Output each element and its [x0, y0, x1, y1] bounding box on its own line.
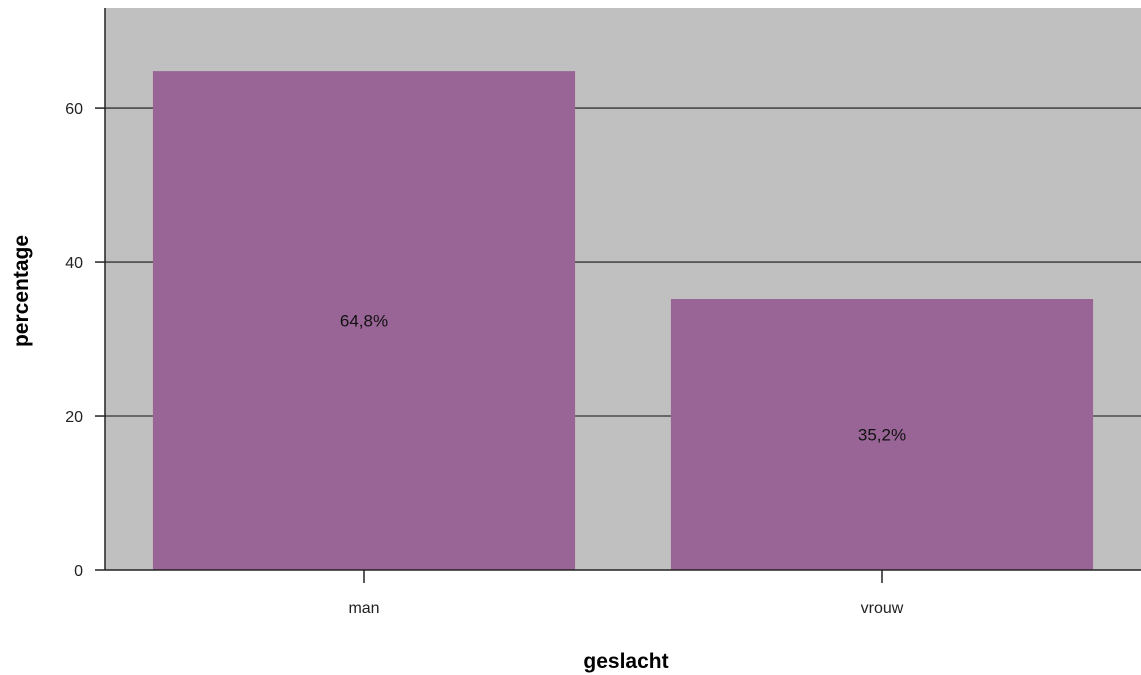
bar-vrouw: [670, 299, 1094, 570]
y-tick-label: 0: [74, 563, 83, 580]
bar-man: [152, 71, 576, 570]
data-label: 64,8%: [340, 312, 388, 331]
data-labels: 64,8% 35,2%: [340, 312, 906, 445]
x-ticks: man vrouw: [348, 570, 904, 617]
y-tick-label: 40: [65, 255, 83, 272]
x-tick-label: vrouw: [861, 600, 904, 617]
data-label: 35,2%: [858, 426, 906, 445]
y-tick-label: 60: [65, 101, 83, 118]
axes: [104, 8, 1141, 571]
x-axis-title: geslacht: [583, 650, 668, 673]
y-ticks: 0 20 40 60: [65, 101, 105, 580]
x-tick-label: man: [348, 600, 379, 617]
y-tick-label: 20: [65, 409, 83, 426]
bars: [152, 71, 1094, 570]
y-axis-title: percentage: [10, 235, 33, 347]
